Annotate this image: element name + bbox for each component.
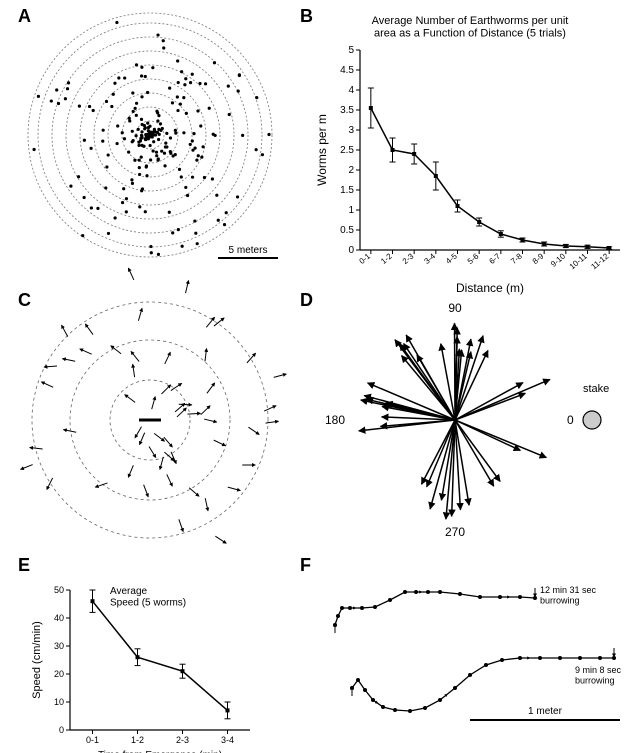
svg-text:Speed (cm/min): Speed (cm/min) xyxy=(31,621,43,699)
svg-text:4-5: 4-5 xyxy=(444,251,459,266)
panel-e-label: E xyxy=(18,555,30,576)
svg-text:3-4: 3-4 xyxy=(422,251,437,266)
svg-text:6-7: 6-7 xyxy=(487,251,502,266)
panel-d-label: D xyxy=(300,290,313,311)
svg-text:0-1: 0-1 xyxy=(357,251,372,266)
svg-text:11-12: 11-12 xyxy=(589,251,610,271)
svg-text:1: 1 xyxy=(348,205,354,216)
svg-text:90: 90 xyxy=(448,301,462,315)
panel-f-label: F xyxy=(300,555,311,576)
svg-text:0: 0 xyxy=(59,725,64,735)
svg-text:1-2: 1-2 xyxy=(379,251,394,266)
svg-text:1 meter: 1 meter xyxy=(528,706,563,717)
panel-b-label: B xyxy=(300,6,313,27)
svg-text:0-1: 0-1 xyxy=(86,735,99,745)
svg-text:5 meters: 5 meters xyxy=(229,245,268,256)
svg-text:2-3: 2-3 xyxy=(401,251,416,266)
svg-text:1-2: 1-2 xyxy=(131,735,144,745)
svg-text:stake: stake xyxy=(583,383,609,395)
svg-text:9-10: 9-10 xyxy=(549,251,567,269)
svg-text:AverageSpeed (5 worms): AverageSpeed (5 worms) xyxy=(110,586,186,609)
panel-c xyxy=(21,268,287,543)
panel-a-label: A xyxy=(18,6,31,27)
svg-text:10: 10 xyxy=(54,697,64,707)
svg-text:0: 0 xyxy=(348,245,354,256)
panel-b: Average Number of Earthworms per unitare… xyxy=(315,0,620,295)
panel-d: 0 90 180 270 stake xyxy=(325,301,609,539)
panel-e: 010203040500-11-22-33-4Time from Emergen… xyxy=(31,585,250,753)
svg-text:10-11: 10-11 xyxy=(568,251,589,271)
svg-text:40: 40 xyxy=(54,613,64,623)
svg-text:5: 5 xyxy=(348,45,354,56)
panel-a: 5 meters xyxy=(28,13,278,258)
figure-svg: 5 meters Average Number of Earthworms per… xyxy=(0,0,638,753)
panel-c-label: C xyxy=(18,290,31,311)
svg-text:5-6: 5-6 xyxy=(466,251,481,266)
svg-text:4: 4 xyxy=(348,85,354,96)
svg-text:2: 2 xyxy=(348,165,354,176)
svg-text:0: 0 xyxy=(567,413,574,427)
svg-text:0.5: 0.5 xyxy=(340,225,354,236)
svg-text:3-4: 3-4 xyxy=(221,735,234,745)
svg-text:7-8: 7-8 xyxy=(509,251,524,266)
svg-text:50: 50 xyxy=(54,585,64,595)
svg-text:8-9: 8-9 xyxy=(531,251,546,266)
svg-text:2-3: 2-3 xyxy=(176,735,189,745)
svg-text:12 min 31 secburrowing: 12 min 31 secburrowing xyxy=(540,585,597,605)
panel-f: 12 min 31 secburrowing 9 min 8 secburrowi… xyxy=(333,585,622,720)
svg-text:2.5: 2.5 xyxy=(340,145,354,156)
svg-text:Distance (m): Distance (m) xyxy=(456,281,524,295)
svg-text:Average Number of Earthworms p: Average Number of Earthworms per unitare… xyxy=(372,15,569,40)
svg-text:3: 3 xyxy=(348,125,354,136)
svg-text:1.5: 1.5 xyxy=(340,185,354,196)
svg-text:9 min 8 secburrowing: 9 min 8 secburrowing xyxy=(575,665,622,685)
svg-text:30: 30 xyxy=(54,641,64,651)
svg-text:20: 20 xyxy=(54,669,64,679)
svg-text:3.5: 3.5 xyxy=(340,105,354,116)
svg-text:180: 180 xyxy=(325,413,345,427)
svg-text:Worms per m: Worms per m xyxy=(315,114,329,186)
svg-text:270: 270 xyxy=(445,525,465,539)
svg-text:4.5: 4.5 xyxy=(340,65,354,76)
